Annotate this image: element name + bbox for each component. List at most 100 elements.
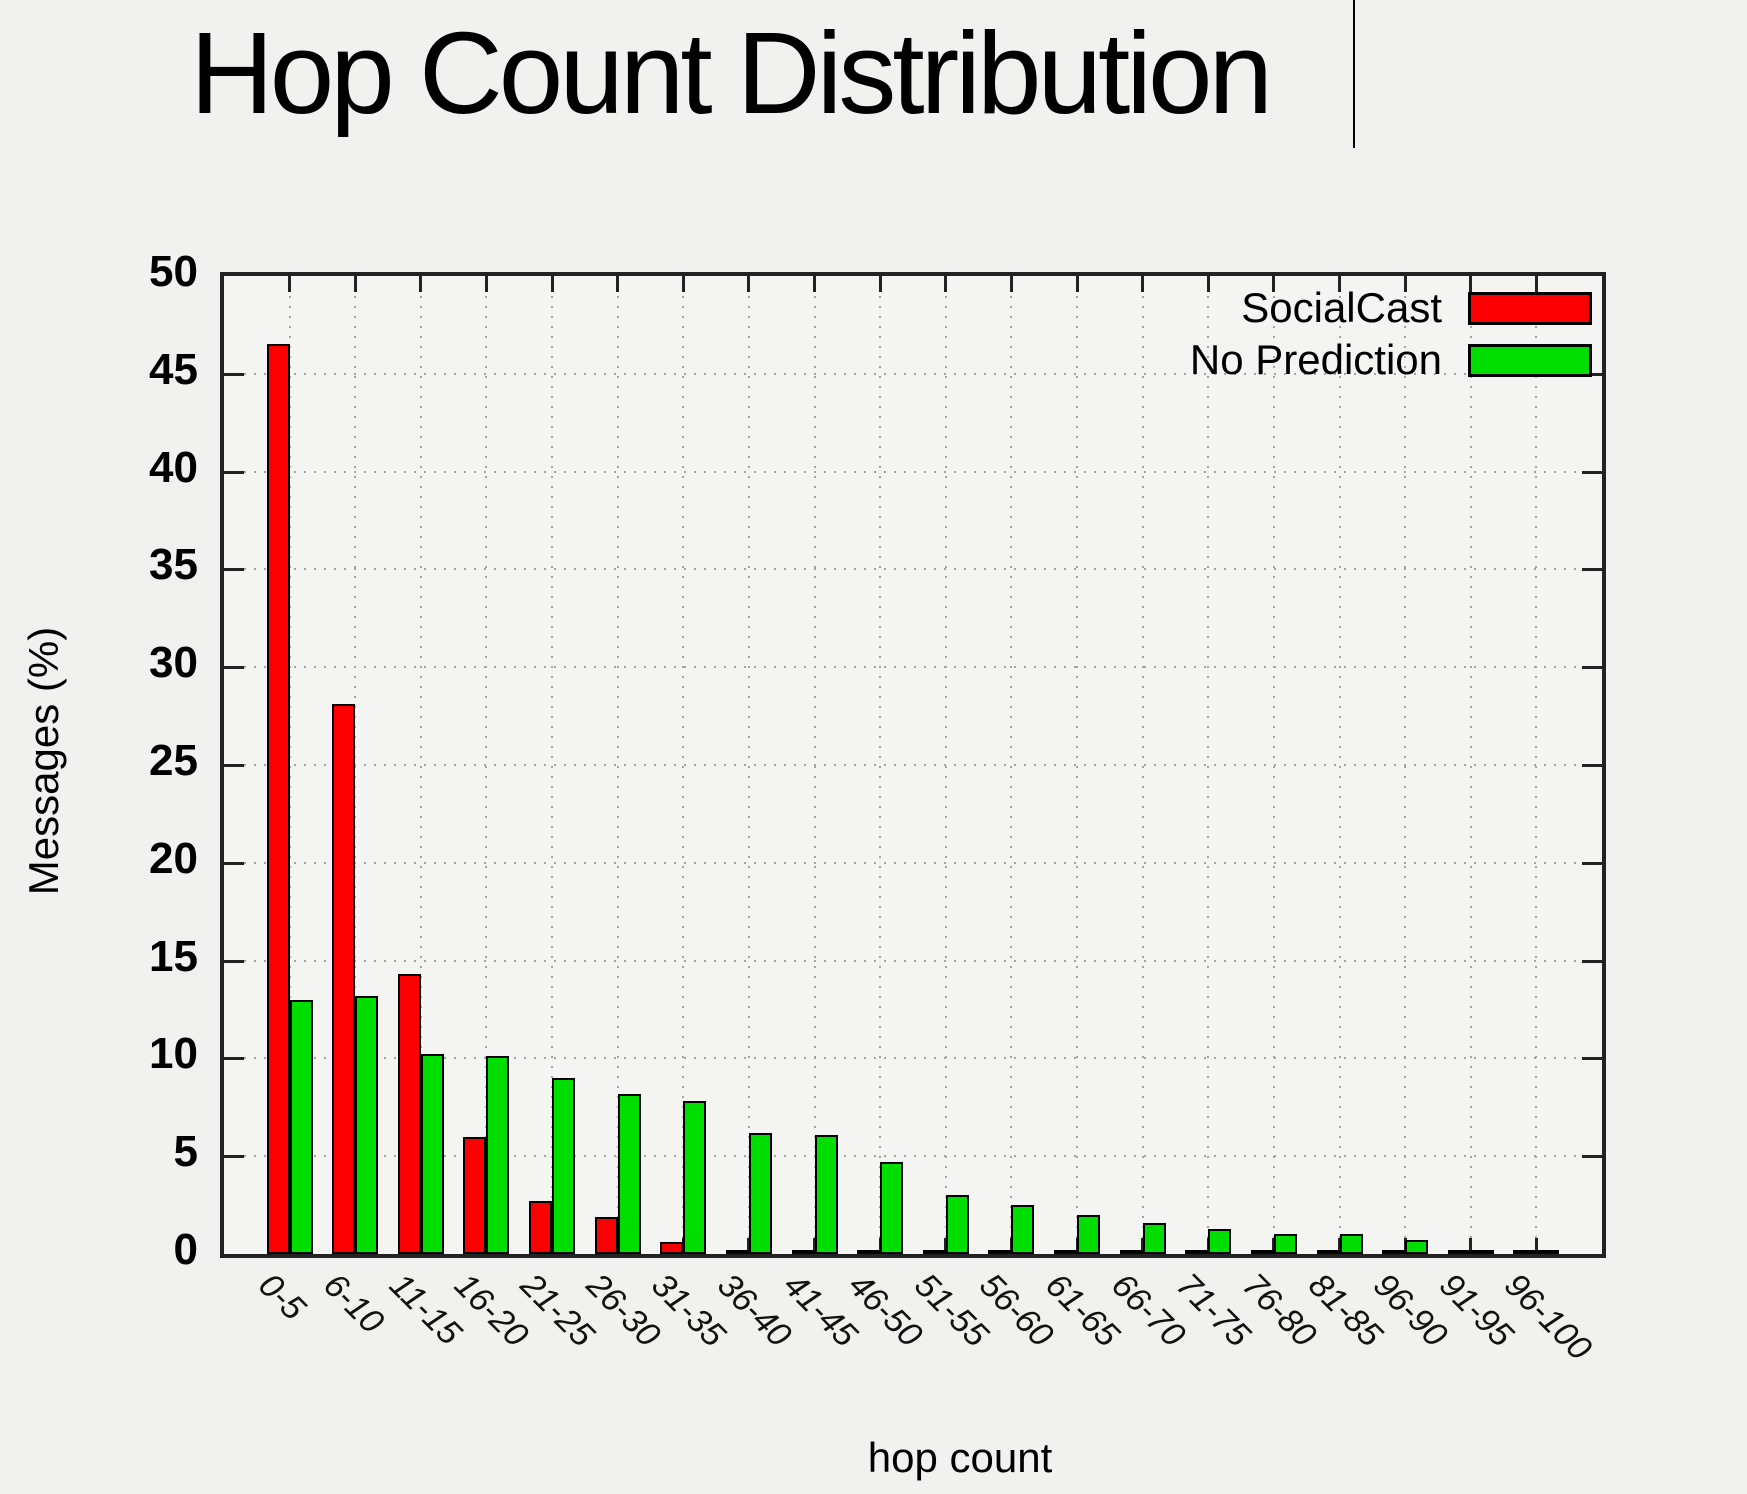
x-gridline bbox=[1404, 276, 1407, 1254]
bar-no-prediction bbox=[617, 1094, 641, 1254]
y-gridline bbox=[224, 372, 1602, 375]
x-tick-label: 0-5 bbox=[250, 1266, 313, 1328]
x-tick-label: 81-85 bbox=[1300, 1266, 1390, 1355]
legend-swatch bbox=[1468, 291, 1592, 325]
x-gridline bbox=[485, 276, 488, 1254]
bar-socialcast bbox=[1316, 1250, 1340, 1254]
x-tick-top bbox=[878, 276, 882, 292]
x-tick-label: 61-65 bbox=[1038, 1266, 1127, 1355]
x-gridline bbox=[354, 276, 357, 1254]
y-gridline bbox=[224, 1057, 1602, 1060]
bar-socialcast bbox=[594, 1217, 618, 1254]
bar-no-prediction bbox=[420, 1054, 444, 1254]
bar-socialcast bbox=[1382, 1250, 1406, 1254]
x-tick-label: 56-60 bbox=[972, 1266, 1061, 1355]
y-tick-left bbox=[224, 861, 244, 865]
bar-no-prediction bbox=[880, 1162, 904, 1254]
y-tick-right bbox=[1582, 764, 1602, 767]
y-tick-right bbox=[1582, 666, 1602, 670]
plot-area bbox=[220, 272, 1606, 1258]
x-gridline bbox=[747, 276, 750, 1254]
y-gridline bbox=[224, 1155, 1602, 1158]
bar-socialcast bbox=[660, 1242, 684, 1254]
x-tick-label: 21-25 bbox=[513, 1266, 602, 1355]
x-tick-top bbox=[1141, 276, 1145, 292]
y-tick-label: 20 bbox=[149, 833, 198, 883]
x-tick-label: 31-35 bbox=[644, 1266, 733, 1355]
y-tick-right bbox=[1582, 1057, 1602, 1061]
x-tick-label: 16-20 bbox=[447, 1266, 536, 1355]
x-tick-top bbox=[813, 276, 817, 292]
legend-entry: SocialCast bbox=[1190, 284, 1592, 332]
x-tick-top bbox=[1009, 276, 1013, 292]
x-gridline bbox=[1076, 276, 1079, 1254]
bar-socialcast bbox=[791, 1250, 815, 1254]
bar-no-prediction bbox=[1273, 1234, 1297, 1254]
bar-socialcast bbox=[266, 344, 290, 1254]
bar-socialcast bbox=[1513, 1250, 1537, 1254]
bar-no-prediction bbox=[814, 1135, 838, 1254]
x-tick-top bbox=[747, 276, 751, 292]
x-tick-top bbox=[1403, 276, 1407, 292]
x-gridline bbox=[616, 276, 619, 1254]
bar-socialcast bbox=[922, 1250, 946, 1254]
x-gridline bbox=[1338, 276, 1341, 1254]
x-gridline bbox=[1010, 276, 1013, 1254]
y-gridline bbox=[224, 764, 1602, 766]
x-tick-label: 71-75 bbox=[1169, 1266, 1258, 1355]
x-gridline bbox=[1272, 276, 1275, 1254]
y-tick-label: 10 bbox=[149, 1029, 198, 1079]
text-cursor bbox=[1353, 0, 1355, 148]
bar-no-prediction bbox=[1405, 1240, 1429, 1254]
bar-no-prediction bbox=[1011, 1205, 1035, 1254]
legend-swatch bbox=[1468, 343, 1592, 377]
bar-socialcast bbox=[397, 974, 421, 1254]
x-tick-top bbox=[1534, 276, 1538, 292]
x-tick-top bbox=[550, 276, 554, 292]
bar-no-prediction bbox=[1470, 1250, 1494, 1254]
y-tick-left bbox=[224, 1057, 244, 1061]
y-tick-right bbox=[1582, 959, 1602, 963]
x-tick-label: 26-30 bbox=[578, 1266, 668, 1355]
bar-no-prediction bbox=[748, 1133, 772, 1254]
y-tick-label: 25 bbox=[149, 736, 198, 785]
bar-no-prediction bbox=[355, 996, 379, 1254]
bar-no-prediction bbox=[1339, 1234, 1363, 1254]
x-tick-top bbox=[681, 276, 685, 292]
bar-socialcast bbox=[529, 1201, 553, 1254]
x-tick-label: 41-45 bbox=[775, 1266, 865, 1355]
y-tick-label: 45 bbox=[149, 344, 198, 394]
y-gridline bbox=[224, 666, 1602, 669]
y-tick-label: 50 bbox=[149, 247, 198, 296]
y-tick-label: 5 bbox=[173, 1127, 198, 1177]
bar-no-prediction bbox=[552, 1078, 576, 1254]
x-gridline bbox=[1141, 276, 1144, 1254]
y-gridline bbox=[224, 861, 1602, 864]
slide-title[interactable]: Hop Count Distribution bbox=[190, 8, 1273, 138]
x-tick-label: 11-15 bbox=[381, 1266, 469, 1353]
x-tick-label: 66-70 bbox=[1103, 1266, 1193, 1355]
x-tick-top bbox=[288, 276, 292, 292]
x-tick-bottom bbox=[1469, 1238, 1473, 1254]
y-gridline bbox=[224, 568, 1602, 571]
x-tick-label: 6-10 bbox=[316, 1266, 392, 1341]
x-tick-label: 91-95 bbox=[1431, 1266, 1521, 1355]
bar-socialcast bbox=[332, 704, 356, 1254]
y-tick-label: 40 bbox=[149, 442, 198, 492]
x-tick-top bbox=[419, 276, 423, 292]
bar-no-prediction bbox=[1208, 1229, 1232, 1254]
x-tick-top bbox=[1206, 276, 1210, 292]
y-gridline bbox=[224, 959, 1602, 962]
bar-no-prediction bbox=[683, 1101, 707, 1254]
x-gridline bbox=[944, 276, 947, 1254]
y-tick-left bbox=[224, 470, 244, 474]
x-gridline bbox=[419, 276, 422, 1254]
x-tick-label: 96-90 bbox=[1366, 1266, 1455, 1355]
y-tick-label: 15 bbox=[149, 931, 198, 981]
y-tick-left bbox=[224, 1155, 244, 1159]
bar-no-prediction bbox=[1536, 1250, 1560, 1254]
bar-no-prediction bbox=[289, 1000, 313, 1254]
bar-socialcast bbox=[1054, 1250, 1078, 1254]
x-gridline bbox=[813, 276, 816, 1254]
y-tick-left bbox=[224, 666, 244, 670]
